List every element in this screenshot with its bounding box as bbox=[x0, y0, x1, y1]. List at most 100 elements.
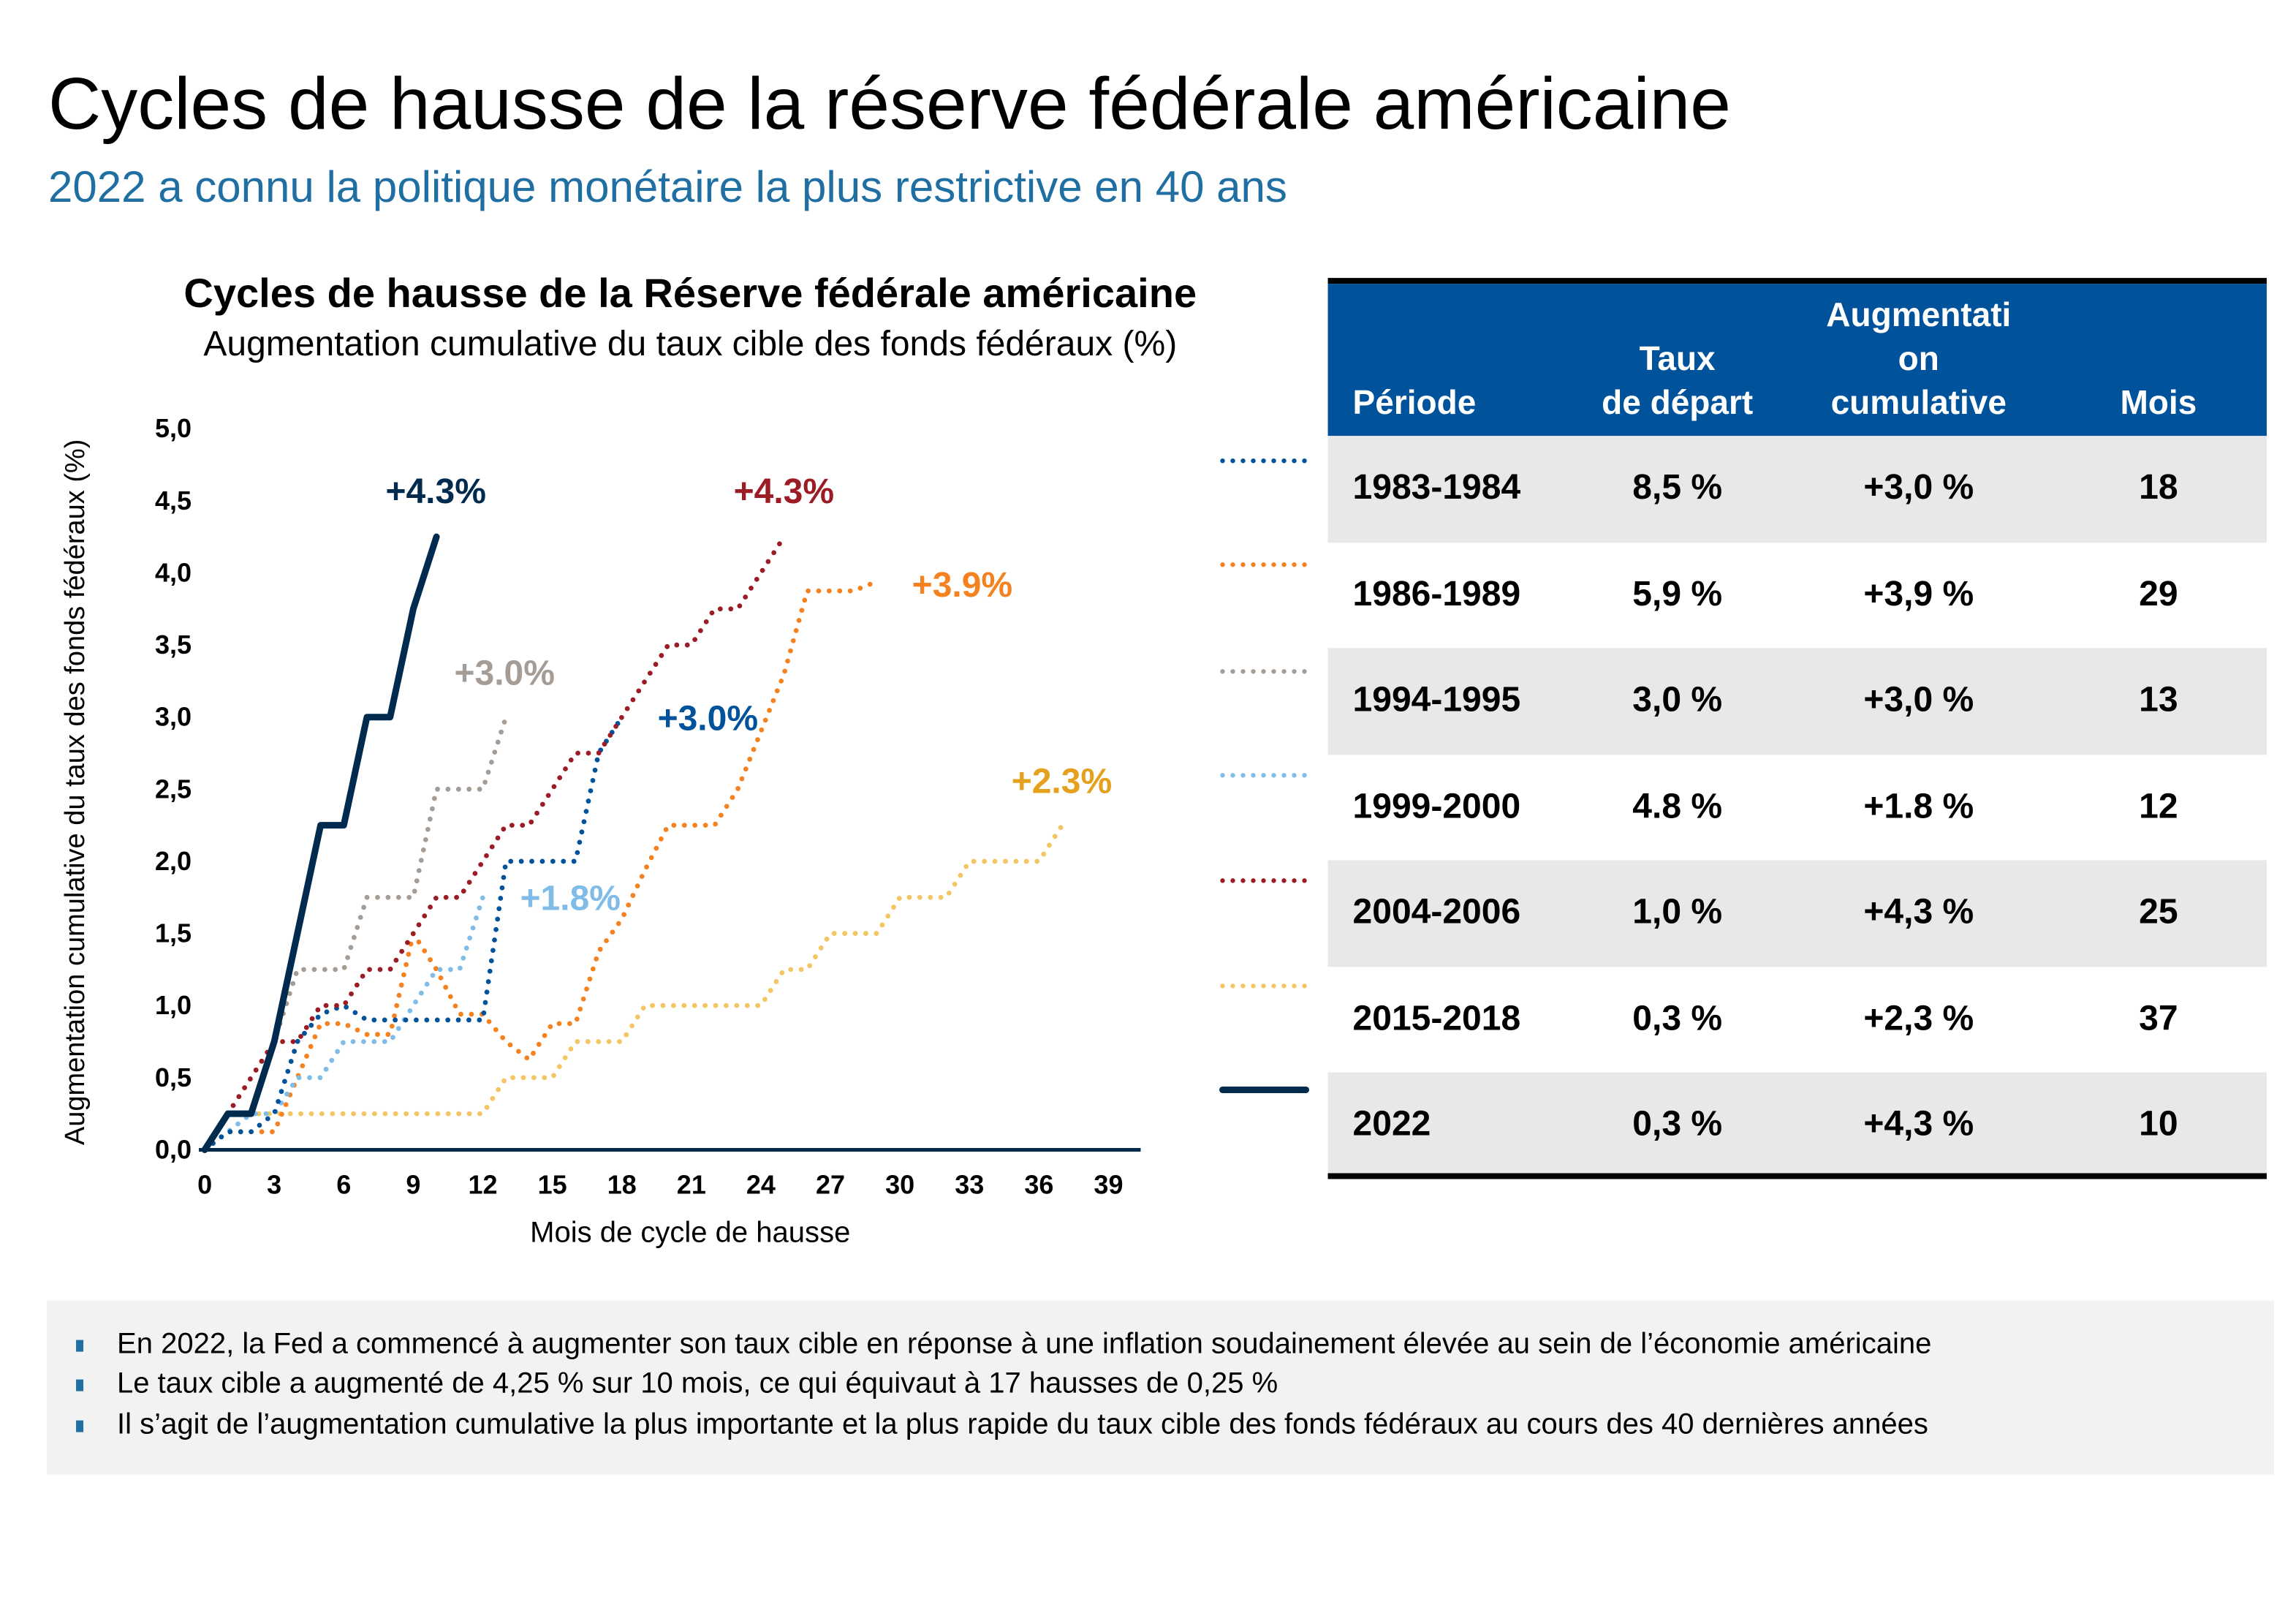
table-row: 2022 0,3 % +4,3 % 10 bbox=[1327, 1072, 2267, 1179]
data-label: +1.8% bbox=[520, 879, 621, 918]
note-item: Il s’agit de l’augmentation cumulative l… bbox=[117, 1408, 1928, 1441]
cell-start-rate: 3,0 % bbox=[1632, 680, 1723, 720]
data-label: +4.3% bbox=[734, 472, 834, 511]
table-header: Période Taux de départ Augmentati on cum… bbox=[1327, 284, 2267, 437]
series-line-2004-2006 bbox=[202, 534, 787, 1152]
data-label: +3.9% bbox=[912, 566, 1012, 605]
notes-box: En 2022, la Fed a commencé à augmenter s… bbox=[47, 1300, 2274, 1475]
cell-start-rate: 8,5 % bbox=[1632, 468, 1723, 508]
x-axis-label: Mois de cycle de hausse bbox=[530, 1217, 851, 1250]
bullet-icon bbox=[76, 1379, 84, 1391]
table-row: 2015-2018 0,3 % +2,3 % 37 bbox=[1328, 966, 2267, 1072]
cell-months: 10 bbox=[2139, 1104, 2178, 1144]
page-subtitle: 2022 a connu la politique monétaire la p… bbox=[48, 164, 1287, 213]
series-line-1999-2000 bbox=[202, 894, 485, 1152]
table-top-border bbox=[1327, 278, 2267, 284]
header-period: Période bbox=[1352, 383, 1477, 422]
data-label: +3.0% bbox=[454, 654, 554, 692]
cell-period: 2015-2018 bbox=[1352, 998, 1521, 1038]
chart-subtitle: Augmentation cumulative du taux cible de… bbox=[203, 325, 1178, 365]
cell-period: 1994-1995 bbox=[1352, 680, 1521, 720]
table-row: 2004-2006 1,0 % +4,3 % 25 bbox=[1327, 860, 2267, 967]
cycles-table: Période Taux de départ Augmentati on cum… bbox=[1327, 278, 2267, 1179]
x-tick-label: 27 bbox=[816, 1169, 845, 1199]
header-line: on bbox=[1898, 339, 1939, 378]
series-line-2022 bbox=[201, 533, 440, 1153]
header-months: Mois bbox=[2120, 383, 2197, 422]
y-tick-label: 4,5 bbox=[155, 486, 192, 515]
table-body: 1983-1984 8,5 % +3,0 % 18 1986-1989 5,9 % +3,9… bbox=[1327, 436, 2267, 1179]
cell-months: 12 bbox=[2139, 786, 2178, 826]
cell-increase: +1.8 % bbox=[1863, 786, 1974, 826]
table-row: 1983-1984 8,5 % +3,0 % 18 bbox=[1327, 436, 2267, 543]
y-tick-label: 0,5 bbox=[155, 1062, 192, 1092]
y-tick-label: 3,0 bbox=[155, 702, 192, 732]
cell-start-rate: 0,3 % bbox=[1632, 998, 1723, 1038]
cell-months: 29 bbox=[2139, 574, 2178, 614]
chart-title: Cycles de hausse de la Réserve fédérale … bbox=[183, 271, 1197, 317]
data-label: +3.0% bbox=[658, 699, 758, 738]
header-line: Taux bbox=[1639, 339, 1716, 378]
cell-period: 1986-1989 bbox=[1352, 574, 1521, 614]
page-title: Cycles de hausse de la réserve fédérale … bbox=[48, 63, 1731, 146]
cell-increase: +3,0 % bbox=[1863, 468, 1974, 508]
cell-period: 2022 bbox=[1352, 1104, 1431, 1144]
data-label: +2.3% bbox=[1012, 762, 1112, 801]
y-tick-label: 4,0 bbox=[155, 557, 192, 587]
x-tick-label: 30 bbox=[885, 1169, 914, 1199]
cell-start-rate: 4.8 % bbox=[1632, 786, 1723, 826]
cell-increase: +2,3 % bbox=[1863, 998, 1974, 1038]
cell-months: 13 bbox=[2139, 680, 2178, 720]
cell-period: 1983-1984 bbox=[1352, 468, 1521, 508]
series-line-1983-1984 bbox=[202, 714, 625, 1152]
header-start-rate: Taux de départ bbox=[1575, 336, 1780, 424]
x-tick-label: 18 bbox=[607, 1169, 637, 1199]
cell-start-rate: 0,3 % bbox=[1632, 1104, 1723, 1144]
x-tick-label: 21 bbox=[677, 1169, 706, 1199]
cell-increase: +4,3 % bbox=[1863, 892, 1974, 932]
series-line-1986-1989 bbox=[202, 578, 879, 1152]
y-tick-label: 2,5 bbox=[155, 774, 192, 804]
note-item: Le taux cible a augmenté de 4,25 % sur 1… bbox=[117, 1367, 1278, 1400]
data-label: +4.3% bbox=[385, 472, 485, 511]
x-tick-label: 24 bbox=[746, 1169, 776, 1199]
x-tick-label: 33 bbox=[955, 1169, 984, 1199]
note-item: En 2022, la Fed a commencé à augmenter s… bbox=[117, 1328, 1932, 1361]
cell-start-rate: 5,9 % bbox=[1632, 574, 1723, 614]
x-tick-label: 0 bbox=[197, 1169, 212, 1199]
table-row: 1999-2000 4.8 % +1.8 % 12 bbox=[1328, 754, 2267, 860]
x-tick-label: 12 bbox=[468, 1169, 497, 1199]
header-line: cumulative bbox=[1830, 383, 2007, 422]
cell-increase: +4,3 % bbox=[1863, 1104, 1974, 1144]
bullet-icon bbox=[76, 1340, 84, 1352]
series-line-2015-2018 bbox=[202, 823, 1065, 1152]
x-tick-label: 36 bbox=[1024, 1169, 1053, 1199]
cell-start-rate: 1,0 % bbox=[1632, 892, 1723, 932]
y-tick-label: 3,5 bbox=[155, 630, 192, 660]
table-row: 1994-1995 3,0 % +3,0 % 13 bbox=[1327, 648, 2267, 755]
cell-months: 25 bbox=[2139, 892, 2178, 932]
x-tick-label: 15 bbox=[538, 1169, 567, 1199]
cell-increase: +3,0 % bbox=[1863, 680, 1974, 720]
x-tick-label: 39 bbox=[1094, 1169, 1123, 1199]
table-row: 1986-1989 5,9 % +3,9 % 29 bbox=[1328, 542, 2267, 648]
cell-period: 2004-2006 bbox=[1352, 892, 1521, 932]
x-tick-label: 3 bbox=[267, 1169, 281, 1199]
header-line: Augmentati bbox=[1826, 295, 2012, 334]
header-increase: Augmentati on cumulative bbox=[1802, 292, 2036, 424]
cell-period: 1999-2000 bbox=[1352, 786, 1521, 826]
cell-months: 37 bbox=[2139, 998, 2178, 1038]
y-tick-label: 1,5 bbox=[155, 918, 192, 948]
y-tick-label: 2,0 bbox=[155, 846, 192, 876]
y-tick-label: 5,0 bbox=[155, 413, 192, 443]
y-tick-label: 0,0 bbox=[155, 1134, 192, 1164]
cell-months: 18 bbox=[2139, 468, 2178, 508]
header-line: de départ bbox=[1602, 383, 1754, 422]
bullet-icon bbox=[76, 1420, 84, 1432]
x-tick-label: 9 bbox=[406, 1169, 420, 1199]
y-tick-label: 1,0 bbox=[155, 990, 192, 1020]
x-tick-label: 6 bbox=[336, 1169, 351, 1199]
table-bottom-border bbox=[1327, 1172, 2267, 1179]
